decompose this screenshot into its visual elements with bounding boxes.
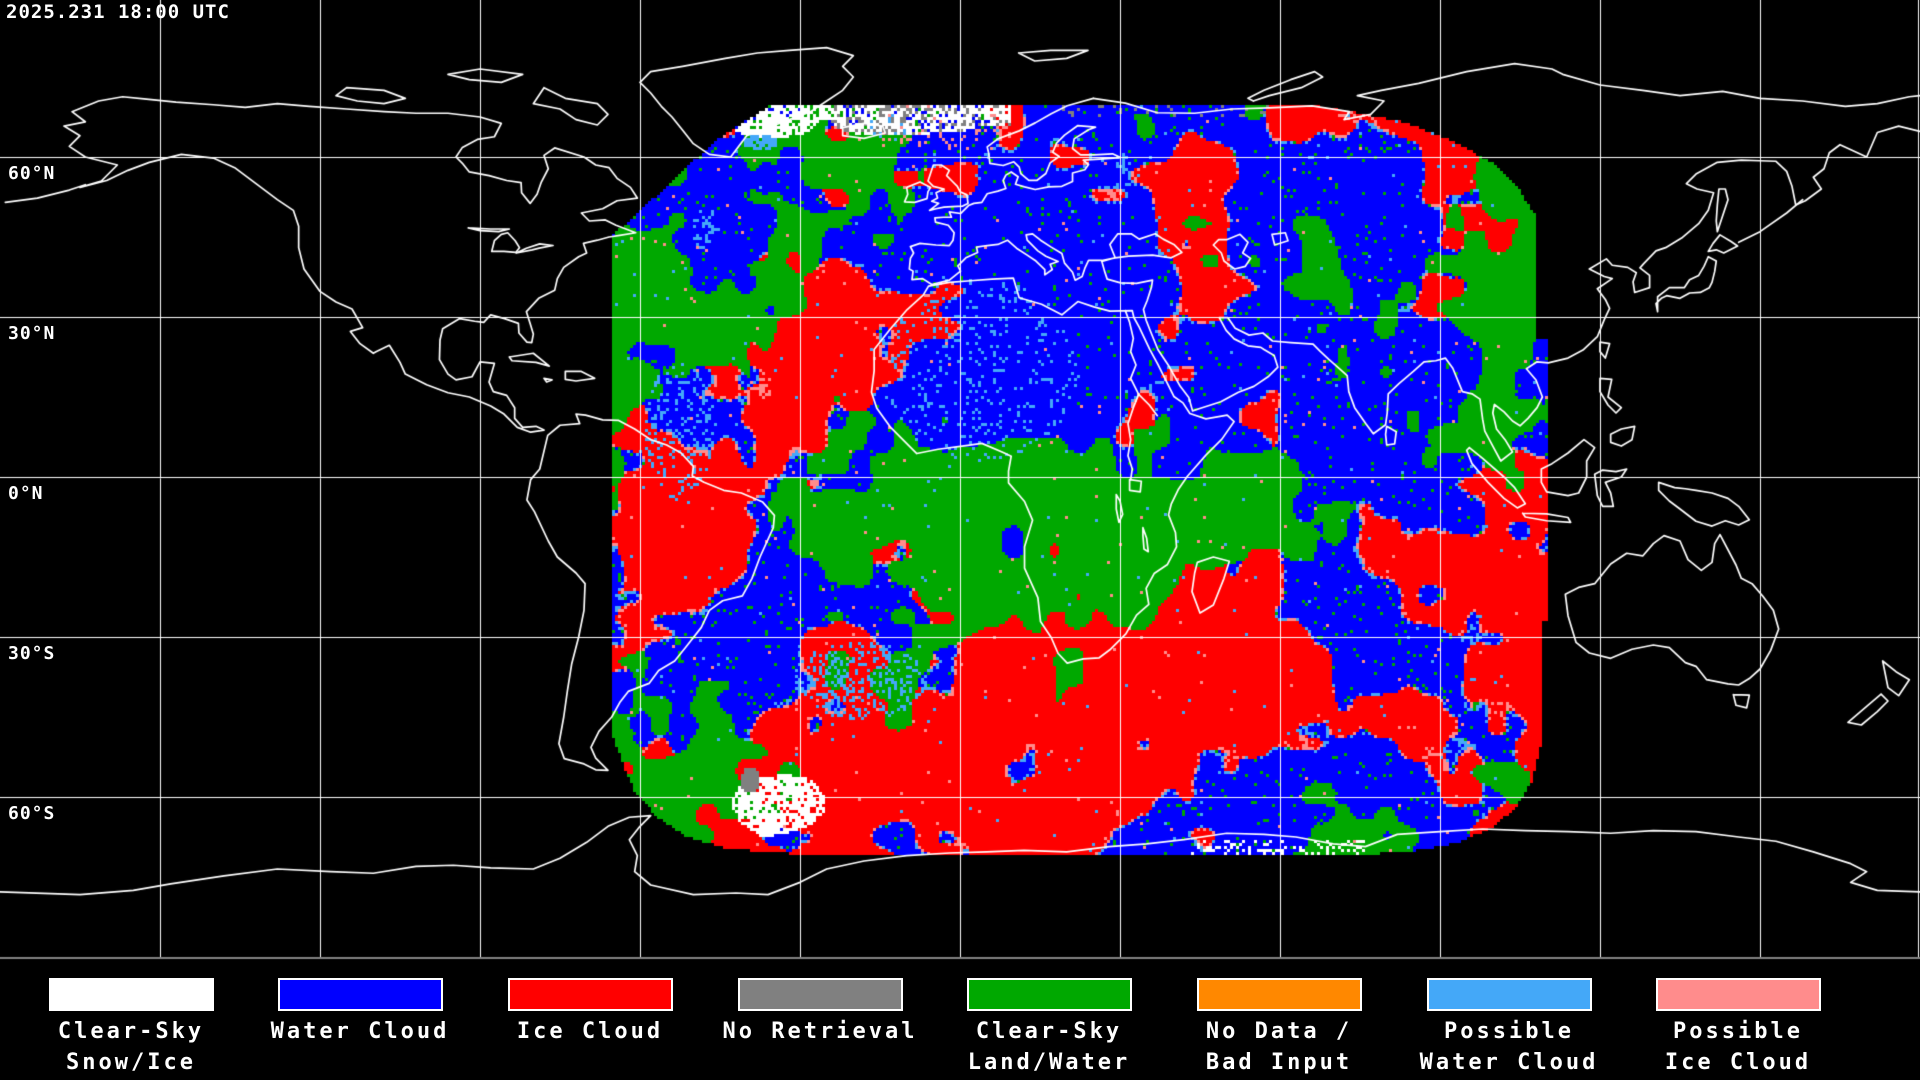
legend-label-line: Ice Cloud (516, 1019, 664, 1044)
legend: Clear-Sky Snow/Ice Water Cloud Ice Cloud No … (0, 960, 1920, 1080)
legend-label-line: Possible (1444, 1019, 1574, 1044)
legend-item-possible-ice-cloud: Possible Ice Cloud (1618, 960, 1858, 1080)
legend-label: Possible Water Cloud (1379, 1016, 1639, 1078)
legend-swatch-water-cloud (278, 978, 443, 1011)
latitude-label: 60°N (8, 163, 56, 184)
legend-label-line: Possible (1673, 1019, 1803, 1044)
legend-label-line: No Data / (1205, 1019, 1353, 1044)
legend-item-clear-sky-land-water: Clear-Sky Land/Water (929, 960, 1169, 1080)
legend-swatch-clear-sky-snow-ice (49, 978, 214, 1011)
legend-label-line: Bad Input (1205, 1050, 1353, 1075)
legend-item-no-retrieval: No Retrieval (700, 960, 940, 1080)
legend-swatch-no-retrieval (738, 978, 903, 1011)
legend-swatch-clear-sky-land-water (967, 978, 1132, 1011)
legend-label-line: Land/Water (967, 1050, 1131, 1075)
legend-item-clear-sky-snow-ice: Clear-Sky Snow/Ice (11, 960, 251, 1080)
legend-label: Clear-Sky Land/Water (919, 1016, 1179, 1078)
legend-label-line: Water Cloud (270, 1019, 450, 1044)
legend-label: Ice Cloud (460, 1016, 720, 1047)
legend-label-line: Ice Cloud (1664, 1050, 1812, 1075)
legend-swatch-ice-cloud (508, 978, 673, 1011)
legend-label: No Retrieval (690, 1016, 950, 1047)
legend-label-line: Water Cloud (1419, 1050, 1599, 1075)
latitude-label: 30°N (8, 323, 56, 344)
legend-swatch-no-data-bad-input (1197, 978, 1362, 1011)
legend-label-line: Snow/Ice (66, 1050, 196, 1075)
legend-label-line: Clear-Sky (975, 1019, 1123, 1044)
legend-label-line: No Retrieval (722, 1019, 918, 1044)
legend-label-line: Clear-Sky (57, 1019, 205, 1044)
legend-label: Water Cloud (230, 1016, 490, 1047)
latitude-label: 30°S (8, 643, 56, 664)
timestamp: 2025.231 18:00 UTC (6, 1, 230, 23)
latitude-label: 60°S (8, 803, 56, 824)
legend-swatch-possible-ice-cloud (1656, 978, 1821, 1011)
legend-label: No Data / Bad Input (1149, 1016, 1409, 1078)
legend-item-water-cloud: Water Cloud (240, 960, 480, 1080)
legend-swatch-possible-water-cloud (1427, 978, 1592, 1011)
legend-label: Possible Ice Cloud (1608, 1016, 1868, 1078)
latitude-label: 0°N (8, 483, 44, 504)
legend-item-possible-water-cloud: Possible Water Cloud (1389, 960, 1629, 1080)
legend-item-no-data-bad-input: No Data / Bad Input (1159, 960, 1399, 1080)
legend-label: Clear-Sky Snow/Ice (1, 1016, 261, 1078)
legend-item-ice-cloud: Ice Cloud (470, 960, 710, 1080)
